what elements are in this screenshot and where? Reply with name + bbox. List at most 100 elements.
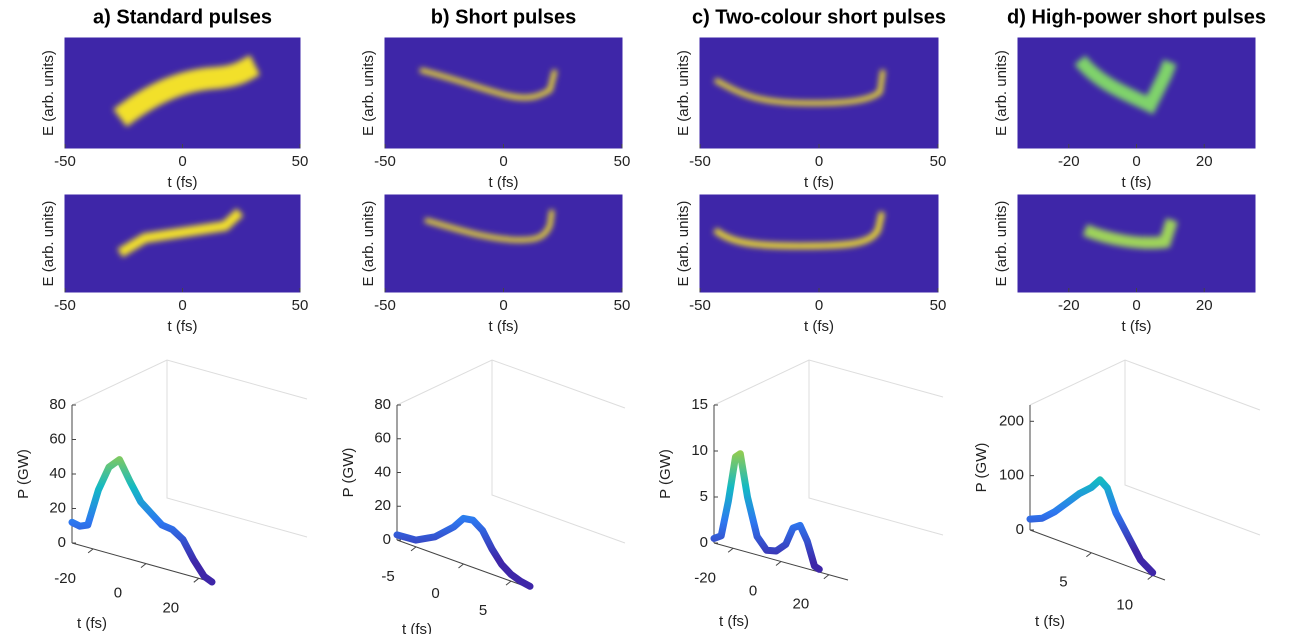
x-axis-label: t (fs) [1122,174,1152,191]
x-axis-label: t (fs) [719,613,749,630]
pulse-trace [393,514,534,590]
x-tick-label: 0 [178,153,186,170]
x-tick [505,580,512,586]
box-frame [1029,359,1261,536]
y-axis-label: P (GW) [340,448,357,498]
x-tick-label: 5 [479,602,487,619]
y-axis-label: E (arb. units) [993,201,1010,287]
x-tick-label: 20 [793,596,810,613]
x-axis-label: t (fs) [402,621,432,634]
x-tick-label: -20 [694,569,716,586]
panel-title: d) High-power short pulses [1007,6,1266,28]
x-axis-label: t (fs) [1122,318,1152,335]
x-tick [823,574,830,580]
y-tick-label: 40 [49,465,66,482]
y-axis-label: E (arb. units) [40,201,57,287]
y-tick-label: 40 [374,463,391,480]
y-tick-label: 100 [999,467,1024,484]
x-axis-label: t (fs) [77,615,107,632]
y-axis-label: E (arb. units) [993,50,1010,136]
x-tick-label: 0 [1132,153,1140,170]
x-axis-label: t (fs) [168,174,198,191]
x-axis-label: t (fs) [489,174,519,191]
x-tick [140,563,147,568]
x-tick-label: 0 [431,585,439,602]
x-tick [87,548,94,554]
box-frame [396,359,626,544]
x-tick [1147,575,1154,580]
x-tick [410,546,417,552]
y-tick-label: 0 [383,531,391,548]
x-tick-label: 50 [930,297,947,314]
box-frame [713,359,944,536]
y-axis-label: E (arb. units) [360,50,377,136]
x-tick-label: -50 [374,297,396,314]
x-tick [1086,552,1092,558]
x-axis-label: t (fs) [168,318,198,335]
y-axis-label: E (arb. units) [675,201,692,287]
y-tick-label: 15 [691,396,708,413]
x-tick-label: 50 [292,297,309,314]
pulse-trace [68,456,216,586]
x-axis [1029,529,1166,581]
x-axis-label: t (fs) [804,174,834,191]
y-axis-label: E (arb. units) [40,50,57,136]
y-tick-label: 0 [700,534,708,551]
x-tick [727,547,734,553]
y-axis-label: E (arb. units) [360,201,377,287]
y-tick-label: 60 [374,430,391,447]
x-tick-label: -50 [54,153,76,170]
y-axis-label: P (GW) [657,449,674,499]
x-tick-label: -50 [689,297,711,314]
x-axis [71,542,213,583]
x-tick [458,563,464,569]
y-tick-label: 60 [49,430,66,447]
x-tick-label: 0 [499,297,507,314]
x-tick-label: -50 [54,297,76,314]
x-tick-label: 50 [614,153,631,170]
x-tick-label: -5 [381,568,394,585]
x-tick-label: -20 [1058,297,1080,314]
pulse-trace [1026,476,1157,577]
x-axis-label: t (fs) [1035,613,1065,630]
pulse-trace [710,450,823,573]
x-tick-label: -50 [689,153,711,170]
heatmap-images [65,38,1255,292]
x-tick-label: 20 [1196,297,1213,314]
x-tick-label: 20 [1196,153,1213,170]
y-tick-label: 200 [999,412,1024,429]
x-tick-label: 50 [292,153,309,170]
x-tick-label: 0 [749,582,757,599]
y-tick-label: 80 [49,396,66,413]
y-axis-label: P (GW) [15,449,32,499]
y-tick-label: 20 [374,497,391,514]
box-frame [71,359,308,538]
panel-title: c) Two-colour short pulses [692,6,946,28]
x-tick-label: 5 [1059,574,1067,591]
y-axis-label: E (arb. units) [675,50,692,136]
x-axis-label: t (fs) [804,318,834,335]
x-tick-label: -50 [374,153,396,170]
x-tick [193,577,200,583]
x-tick-label: 20 [162,599,179,616]
x-tick [775,561,782,566]
y-tick-label: 10 [691,442,708,459]
x-tick-label: 0 [499,153,507,170]
y-tick-label: 5 [700,488,708,505]
x-tick-label: 0 [178,297,186,314]
x-tick-label: 0 [1132,297,1140,314]
panel-title: a) Standard pulses [93,6,272,28]
x-tick-label: 10 [1116,596,1133,613]
y-tick-label: 80 [374,396,391,413]
panel-title: b) Short pulses [431,6,577,28]
y-tick-label: 20 [49,499,66,516]
x-tick-label: -20 [54,570,76,587]
x-tick-label: 0 [815,297,823,314]
y-axis-label: P (GW) [973,443,990,493]
y-tick-label: 0 [58,534,66,551]
x-tick-label: 0 [815,153,823,170]
x-tick-label: 50 [614,297,631,314]
y-tick-label: 0 [1016,521,1024,538]
x-tick-label: -20 [1058,153,1080,170]
x-tick-label: 0 [114,585,122,602]
